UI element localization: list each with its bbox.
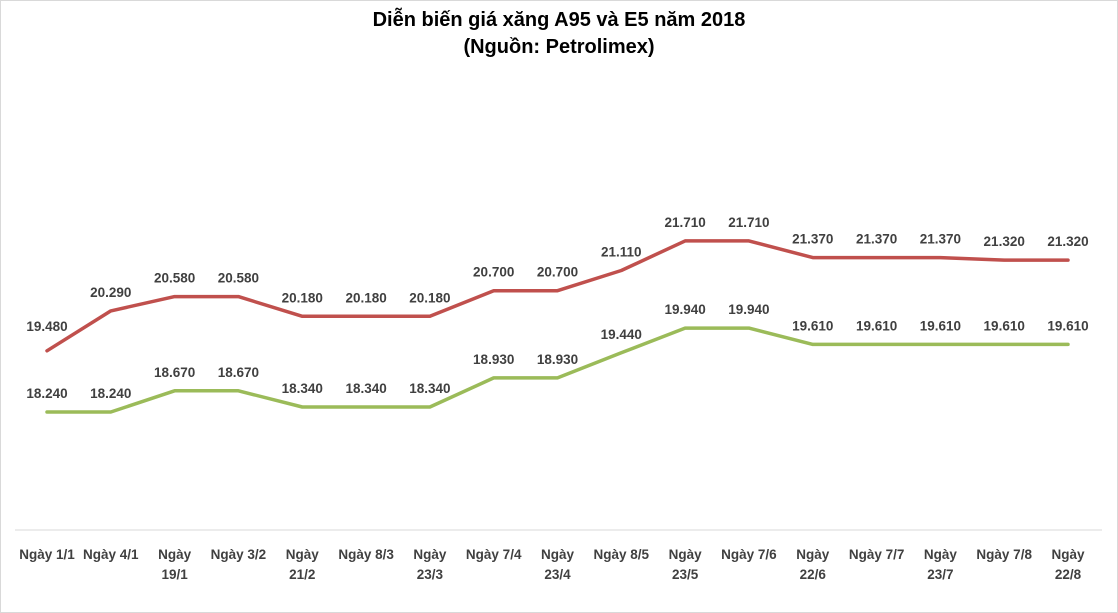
data-label-a95-15: 21.320 (984, 234, 1025, 249)
data-label-e5-8: 18.930 (537, 352, 578, 367)
chart-title: Diễn biến giá xăng A95 và E5 năm 2018 (372, 9, 746, 31)
data-label-a95-11: 21.710 (728, 215, 769, 230)
x-tick-label-3: Ngày 3/2 (211, 547, 267, 562)
series-layer (45, 239, 1070, 414)
data-label-a95-1: 20.290 (90, 285, 131, 300)
x-tick-label-0: Ngày 1/1 (19, 547, 75, 562)
data-label-a95-10: 21.710 (664, 215, 705, 230)
x-tick-label-10: Ngày 23/5 (669, 547, 703, 582)
data-label-a95-8: 20.700 (537, 265, 578, 280)
x-tick-layer: Ngày 1/1 Ngày 4/1 Ngày 19/1 Ngày 3/2 Ngày 21/2… (19, 547, 1085, 582)
data-label-a95-4: 20.180 (282, 290, 323, 305)
data-label-e5-4: 18.340 (282, 381, 323, 396)
series-line-a95 (45, 239, 1070, 353)
x-tick-label-6: Ngày 23/3 (413, 547, 447, 582)
x-tick-label-15: Ngày 7/8 (976, 547, 1032, 562)
x-tick-label-11: Ngày 7/6 (721, 547, 777, 562)
data-label-layer: 19.480 20.290 20.580 20.580 20.180 20.180 20.1… (26, 215, 1088, 401)
data-label-e5-12: 19.610 (792, 318, 833, 333)
data-label-e5-1: 18.240 (90, 386, 131, 401)
x-tick-label-12: Ngày 22/6 (796, 547, 830, 582)
data-label-e5-0: 18.240 (26, 386, 67, 401)
data-label-e5-6: 18.340 (409, 381, 450, 396)
data-label-e5-5: 18.340 (345, 381, 386, 396)
x-tick-label-9: Ngày 8/5 (594, 547, 650, 562)
data-label-e5-14: 19.610 (920, 318, 961, 333)
data-label-e5-11: 19.940 (728, 302, 769, 317)
x-tick-label-13: Ngày 7/7 (849, 547, 905, 562)
data-label-a95-12: 21.370 (792, 232, 833, 247)
data-label-e5-13: 19.610 (856, 318, 897, 333)
x-tick-label-7: Ngày 7/4 (466, 547, 522, 562)
data-label-e5-10: 19.940 (664, 302, 705, 317)
data-label-e5-16: 19.610 (1047, 318, 1088, 333)
chart-subtitle: (Nguồn: Petrolimex) (463, 36, 655, 58)
data-label-e5-2: 18.670 (154, 365, 195, 380)
x-tick-label-5: Ngày 8/3 (338, 547, 394, 562)
data-label-a95-9: 21.110 (601, 245, 642, 260)
data-label-a95-16: 21.320 (1047, 234, 1088, 249)
data-label-a95-14: 21.370 (920, 232, 961, 247)
x-tick-label-8: Ngày 23/4 (541, 547, 575, 582)
data-label-a95-2: 20.580 (154, 271, 195, 286)
data-label-a95-5: 20.180 (345, 290, 386, 305)
data-label-a95-6: 20.180 (409, 290, 450, 305)
data-label-e5-3: 18.670 (218, 365, 259, 380)
x-tick-label-2: Ngày 19/1 (158, 547, 192, 582)
x-tick-label-14: Ngày 23/7 (924, 547, 958, 582)
data-label-e5-9: 19.440 (601, 327, 642, 342)
data-label-a95-13: 21.370 (856, 232, 897, 247)
data-label-e5-15: 19.610 (984, 318, 1025, 333)
data-label-a95-0: 19.480 (26, 319, 67, 334)
data-label-e5-7: 18.930 (473, 352, 514, 367)
x-tick-label-1: Ngày 4/1 (83, 547, 139, 562)
x-tick-label-4: Ngày 21/2 (286, 547, 320, 582)
series-line-e5 (45, 326, 1070, 414)
x-tick-label-16: Ngày 22/8 (1051, 547, 1085, 582)
data-label-a95-3: 20.580 (218, 271, 259, 286)
data-label-a95-7: 20.700 (473, 265, 514, 280)
